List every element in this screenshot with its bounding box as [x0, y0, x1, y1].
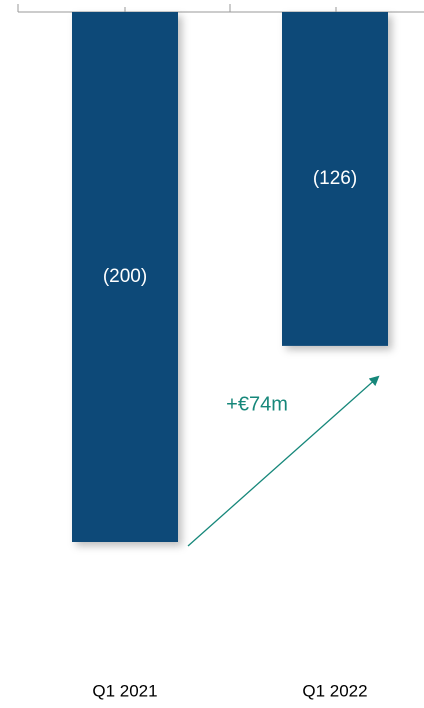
annotation: +€74m — [226, 393, 288, 415]
arrow — [187, 375, 380, 547]
x-tick-label: Q1 2021 — [92, 681, 157, 700]
value-label: (126) — [313, 168, 357, 189]
x-tick-label: Q1 2022 — [302, 681, 367, 700]
bar — [72, 12, 178, 542]
bar — [282, 12, 388, 346]
top-axis — [17, 4, 424, 13]
value-label: (200) — [103, 266, 147, 287]
